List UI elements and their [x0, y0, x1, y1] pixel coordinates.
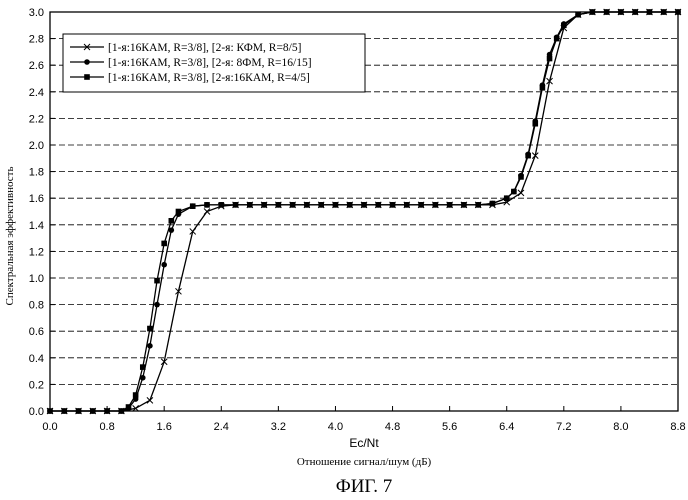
y-tick-label-3: 0.6 — [29, 326, 44, 338]
data-point-s3-41 — [540, 85, 546, 91]
data-point-s3-17 — [233, 202, 239, 208]
y-tick-label-5: 1.0 — [29, 273, 44, 285]
data-point-s3-35 — [490, 201, 496, 207]
data-point-s3-11 — [161, 241, 167, 247]
x-tick-label-9: 7.2 — [556, 421, 571, 433]
x-axis-sublabel: Отношение сигнал/шум (дБ) — [297, 456, 432, 468]
data-point-s3-29 — [404, 202, 410, 208]
data-point-s3-36 — [504, 195, 510, 201]
legend-label-2: [1-я:16КАМ, R=3/8], [2-я: 8ФМ, R=16/15] — [108, 57, 312, 69]
data-point-s3-0 — [47, 408, 53, 414]
y-tick-label-7: 1.4 — [29, 220, 44, 232]
spectral-efficiency-chart: 0.0 0.2 0.4 0.6 0.8 1.0 1.2 1.4 1.6 1.8 2.0 2.2 2.4 2… — [0, 0, 688, 500]
data-point-s3-34 — [475, 202, 481, 208]
data-point-s3-52 — [675, 9, 681, 15]
data-point-s3-48 — [618, 9, 624, 15]
y-tick-label-2: 0.4 — [29, 353, 44, 365]
data-point-s3-8 — [140, 364, 146, 370]
data-point-s3-15 — [204, 202, 210, 208]
data-point-s3-50 — [647, 9, 653, 15]
y-tick-label-1: 0.2 — [29, 379, 44, 391]
data-point-s3-3 — [90, 408, 96, 414]
x-tick-label-1: 0.8 — [99, 421, 114, 433]
data-point-s2-11 — [161, 262, 167, 268]
data-point-s3-30 — [418, 202, 424, 208]
data-point-s2-10 — [154, 302, 160, 308]
y-tick-label-6: 1.2 — [29, 246, 44, 258]
legend-label-3: [1-я:16КАМ, R=3/8], [2-я:16КАМ, R=4/5] — [108, 72, 310, 84]
x-tick-label-5: 4.0 — [328, 421, 343, 433]
x-tick-label-7: 5.6 — [442, 421, 457, 433]
data-point-s3-33 — [461, 202, 467, 208]
y-axis-label: Спектральная эффективность — [4, 167, 16, 306]
data-point-s3-25 — [347, 202, 353, 208]
data-point-s3-38 — [518, 174, 524, 180]
x-tick-label-6: 4.8 — [385, 421, 400, 433]
data-point-s3-9 — [147, 326, 153, 332]
data-point-s3-49 — [632, 9, 638, 15]
data-point-s3-5 — [119, 408, 125, 414]
data-point-s3-12 — [169, 218, 175, 224]
y-tick-label-14: 2.8 — [29, 34, 44, 46]
data-point-s3-26 — [361, 202, 367, 208]
data-point-s3-24 — [333, 202, 339, 208]
data-point-s3-2 — [76, 408, 82, 414]
data-point-s3-19 — [261, 202, 267, 208]
x-tick-label-8: 6.4 — [499, 421, 514, 433]
legend-marker-2 — [84, 59, 90, 65]
data-point-s3-20 — [276, 202, 282, 208]
data-point-s3-14 — [190, 203, 196, 209]
data-point-s3-51 — [661, 9, 667, 15]
data-point-s3-21 — [290, 202, 296, 208]
data-point-s3-27 — [375, 202, 381, 208]
y-tick-label-12: 2.4 — [29, 87, 44, 99]
data-point-s2-9 — [147, 343, 153, 349]
data-point-s3-32 — [447, 202, 453, 208]
legend-marker-3 — [84, 74, 90, 80]
data-point-s3-6 — [126, 404, 132, 410]
y-tick-label-11: 2.2 — [29, 113, 44, 125]
y-tick-label-10: 2.0 — [29, 140, 44, 152]
data-point-s3-28 — [390, 202, 396, 208]
x-axis-label: Ec/Nt — [349, 436, 379, 450]
data-point-s3-44 — [561, 23, 567, 29]
data-point-s3-13 — [176, 209, 182, 215]
data-point-s3-22 — [304, 202, 310, 208]
data-point-s3-18 — [247, 202, 253, 208]
x-tick-label-10: 8.0 — [613, 421, 628, 433]
y-tick-label-15: 3.0 — [29, 7, 44, 19]
y-tick-label-9: 1.8 — [29, 167, 44, 179]
data-point-s3-42 — [547, 56, 553, 62]
data-point-s3-37 — [511, 189, 517, 195]
data-point-s3-43 — [554, 36, 560, 42]
x-tick-label-11: 8.8 — [670, 421, 685, 433]
data-point-s3-10 — [154, 278, 160, 284]
figure-caption: ФИГ. 7 — [336, 476, 393, 497]
x-tick-label-3: 2.4 — [214, 421, 229, 433]
x-tick-label-2: 1.6 — [157, 421, 172, 433]
data-point-s3-45 — [575, 12, 581, 18]
y-tick-label-0: 0.0 — [29, 406, 44, 418]
legend-label-1: [1-я:16КАМ, R=3/8], [2-я: КФМ, R=8/5] — [108, 42, 301, 54]
y-tick-label-4: 0.8 — [29, 300, 44, 312]
data-point-s3-31 — [433, 202, 439, 208]
data-point-s3-7 — [133, 392, 139, 398]
x-tick-label-4: 3.2 — [271, 421, 286, 433]
data-point-s3-47 — [604, 9, 610, 15]
data-point-s3-46 — [590, 9, 596, 15]
data-point-s3-1 — [61, 408, 67, 414]
data-point-s3-39 — [525, 153, 531, 159]
data-point-s3-40 — [532, 121, 538, 127]
data-point-s3-4 — [104, 408, 110, 414]
y-tick-label-8: 1.6 — [29, 193, 44, 205]
y-tick-label-13: 2.6 — [29, 60, 44, 72]
data-point-s3-23 — [318, 202, 324, 208]
legend: [1-я:16КАМ, R=3/8], [2-я: КФМ, R=8/5] [1… — [63, 34, 365, 92]
x-tick-label-0: 0.0 — [42, 421, 57, 433]
data-point-s3-16 — [218, 202, 224, 208]
